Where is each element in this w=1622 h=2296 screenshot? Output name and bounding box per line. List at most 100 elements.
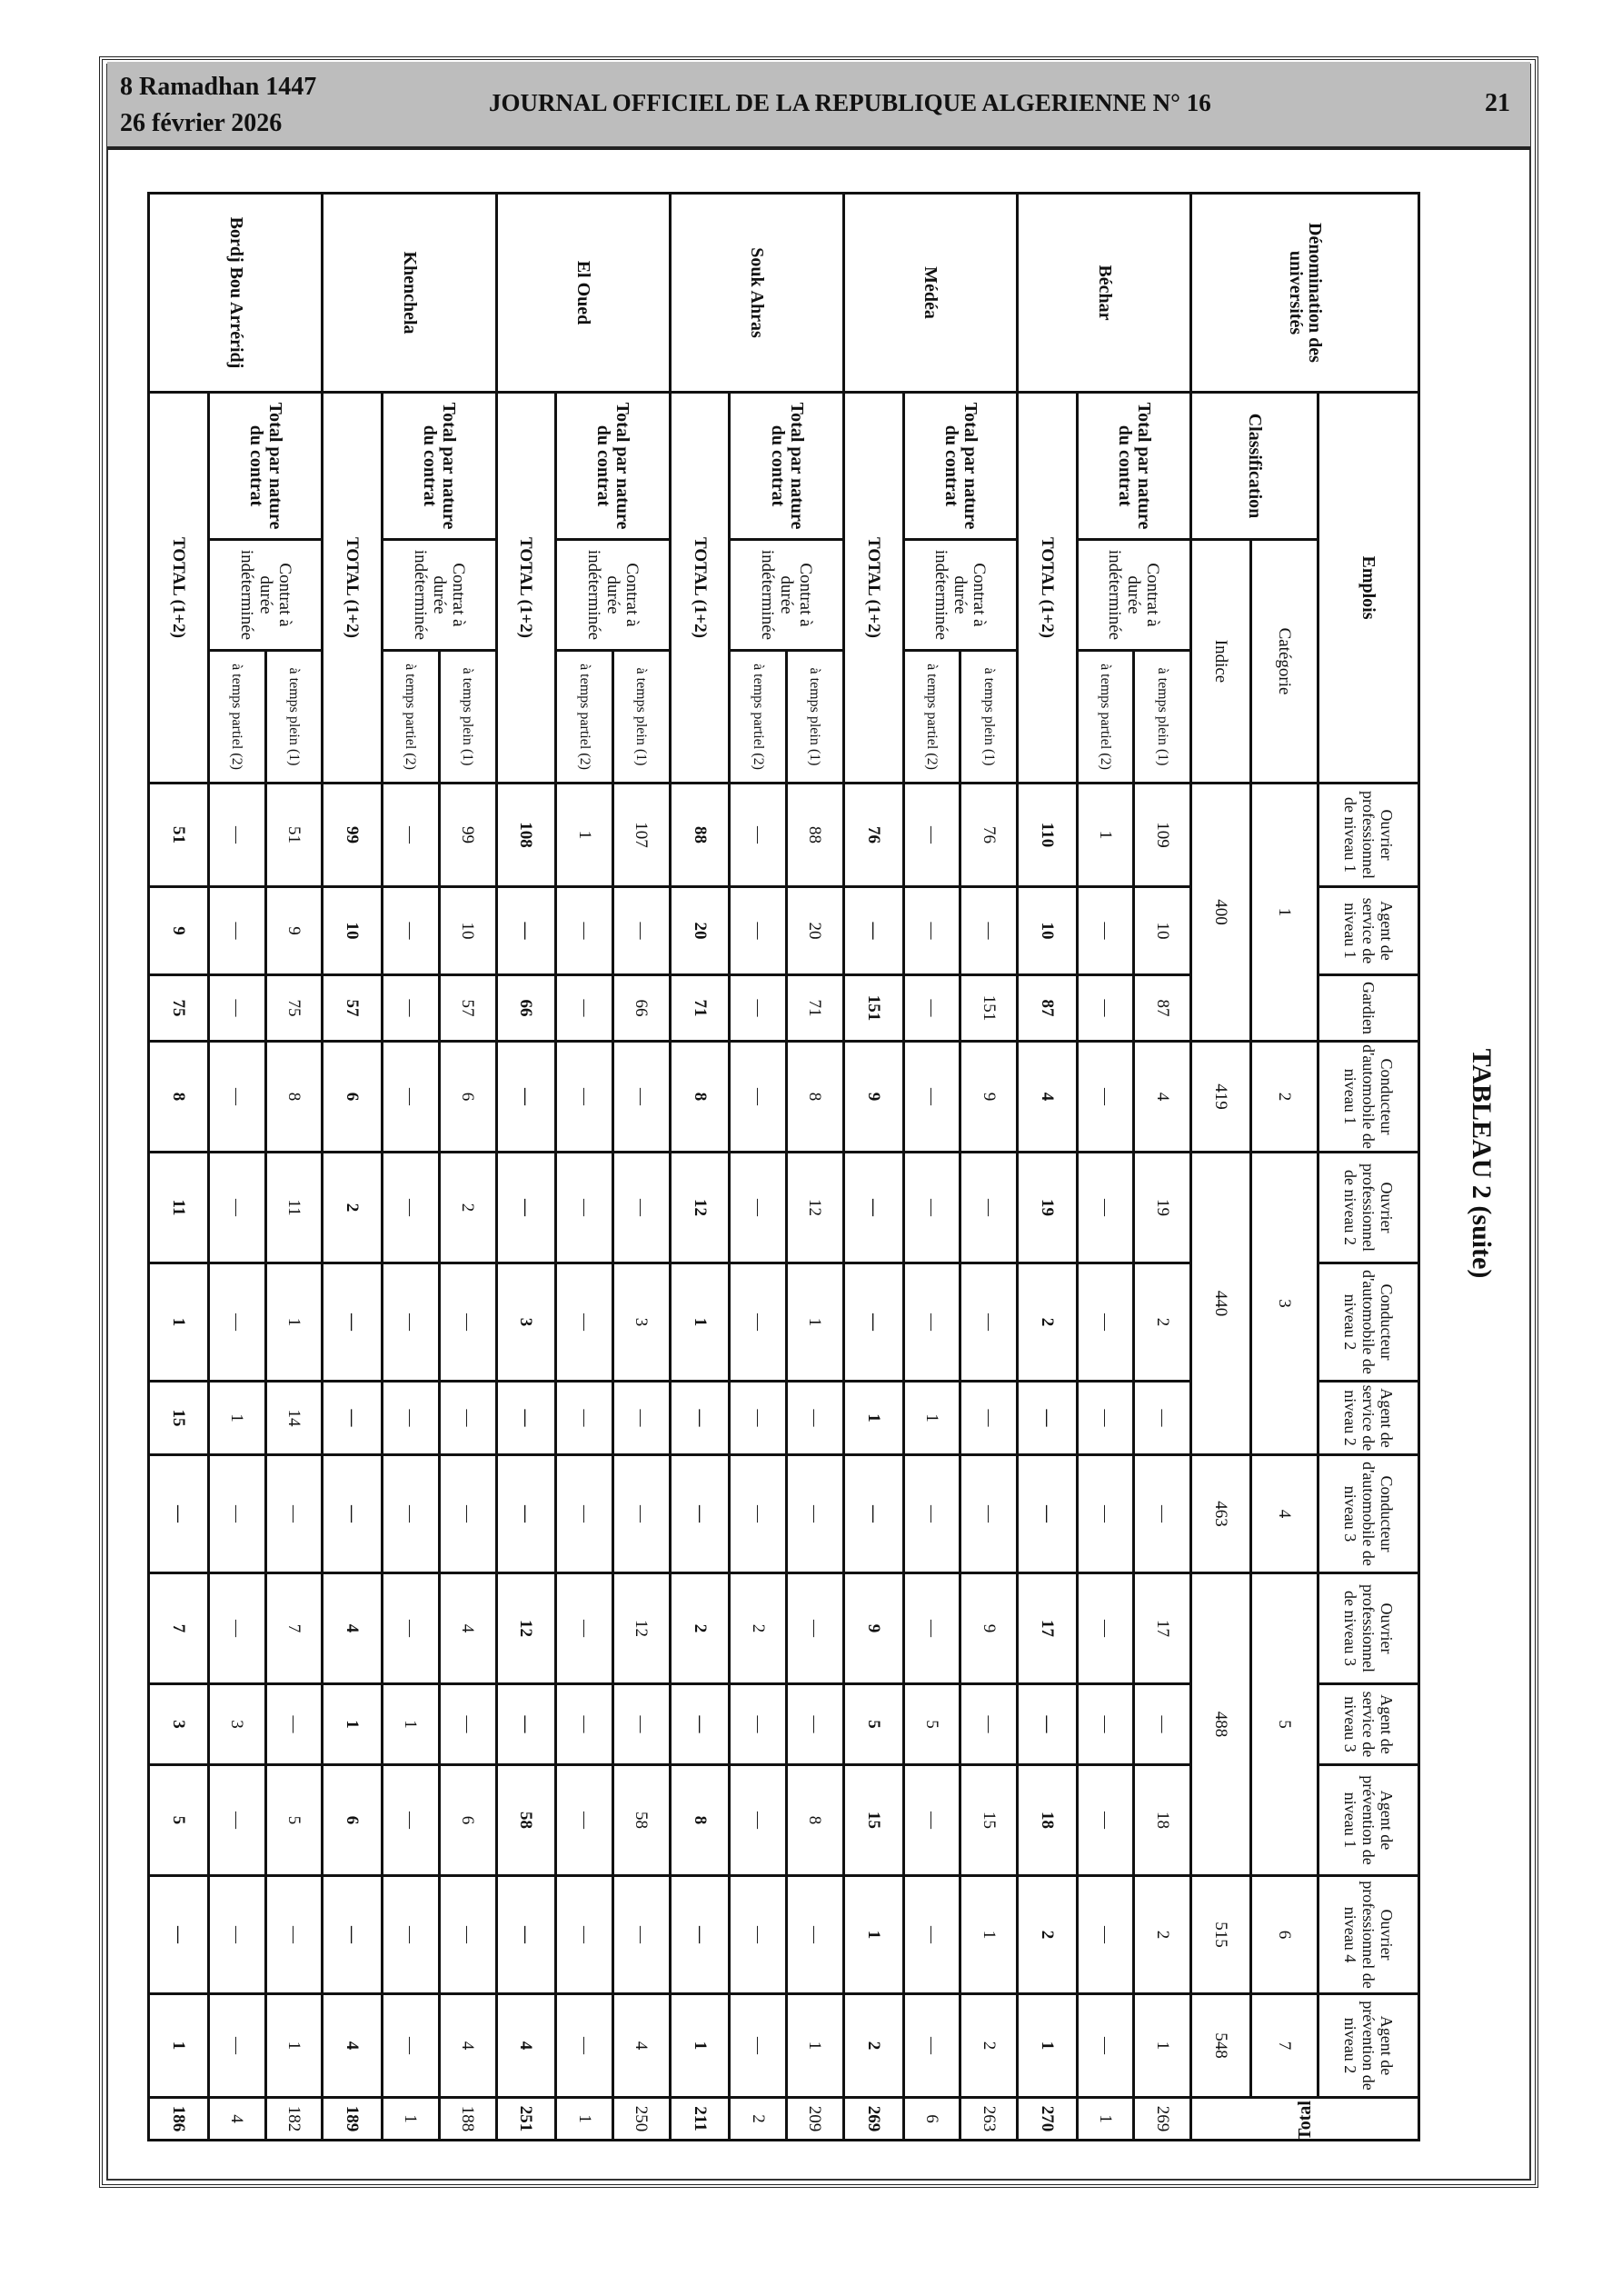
classification-header: Classification [1190, 392, 1318, 540]
cell-value: — [1077, 1263, 1134, 1382]
cell-value: — [208, 1572, 266, 1684]
cell-value: 88 [670, 783, 730, 887]
total-row: TOTAL (1+2) 110 10 87 4 19 2— —17—18 2 1 270 [1017, 194, 1078, 2141]
cell-value: — [382, 1875, 440, 1994]
cell-value: 9 [960, 1572, 1018, 1684]
cell-value: 1 [1133, 1993, 1191, 2098]
cell-value: — [903, 1572, 960, 1684]
cell-value: 71 [786, 974, 844, 1042]
cell-value: 19 [1133, 1152, 1191, 1263]
cell-value: 1 [670, 1993, 730, 2098]
cell-value: 1 [208, 1381, 266, 1455]
cell-value: 6 [439, 1764, 497, 1876]
total-row-label: TOTAL (1+2) [322, 392, 383, 784]
cell-value: 1 [1017, 1993, 1078, 2098]
cell-value: — [903, 1764, 960, 1876]
cell-value: — [670, 1683, 730, 1765]
cell-value: — [612, 1152, 671, 1263]
job-header: Agent de service de niveau 3 [1318, 1683, 1419, 1765]
cell-value: 71 [670, 974, 730, 1042]
cell-value: — [322, 1263, 383, 1382]
table-row: El Oued Total par nature du contrat Contra… [496, 193, 671, 2141]
cell-value: 57 [322, 974, 383, 1042]
cell-value: — [786, 1572, 844, 1684]
university-name: Médéa [843, 193, 1018, 393]
cell-value: — [1017, 1683, 1078, 1765]
cell-value: 1 [265, 1263, 323, 1382]
cell-value: 8 [786, 1764, 844, 1876]
contract-type-label: Contrat à durée indéterminée [729, 539, 844, 651]
cell-value: 209 [786, 2097, 844, 2141]
cell-value: — [1077, 1152, 1134, 1263]
cell-value: — [208, 1764, 266, 1876]
cell-value: — [903, 1041, 960, 1153]
cell-value: — [382, 1041, 440, 1153]
cell-value: 2 [1017, 1875, 1078, 1994]
total-row-label: TOTAL (1+2) [670, 392, 730, 784]
cell-value: — [960, 1454, 1018, 1573]
cell-value: 18 [1017, 1764, 1078, 1876]
cell-value: — [729, 1993, 787, 2098]
job-header: Ouvrier professionnel de niveau 1 [1318, 783, 1419, 887]
cell-value: 75 [148, 974, 209, 1042]
cell-value: — [496, 1683, 556, 1765]
journal-title: JOURNAL OFFICIEL DE LA REPUBLIQUE ALGERI… [489, 89, 1211, 116]
cell-value: — [382, 1764, 440, 1876]
total-nature-label: Total par nature du contrat [208, 392, 323, 540]
total-header-label: Total [1294, 2101, 1315, 2141]
cell-value: 8 [265, 1041, 323, 1153]
header-dates: 8 Ramadhan 1447 26 février 2026 [120, 69, 316, 142]
cell-value: 4 [1133, 1041, 1191, 1153]
cell-value: — [382, 1572, 440, 1684]
cell-value: 5 [265, 1764, 323, 1876]
cell-value: — [612, 1041, 671, 1153]
emplois-header: Emplois [1318, 392, 1419, 784]
cell-value: 5 [843, 1683, 904, 1765]
cell-value: — [903, 1875, 960, 1994]
cell-value: — [382, 1152, 440, 1263]
cell-value: — [555, 1041, 613, 1153]
part-time-label: à temps partiel (2) [1077, 650, 1134, 784]
cell-value: 1 [382, 1683, 440, 1765]
cell-value: — [148, 1875, 209, 1994]
cell-value: 58 [612, 1764, 671, 1876]
categorie-value: 1 [1250, 783, 1318, 1042]
cell-value: 269 [843, 2097, 904, 2141]
cell-value: 1 [555, 2097, 613, 2141]
categorie-value: 5 [1250, 1572, 1318, 1876]
cell-value: — [1077, 1041, 1134, 1153]
cell-value: 1 [843, 1381, 904, 1455]
job-header: Agent de prévention de niveau 2 [1318, 1993, 1419, 2098]
cell-value: 6 [322, 1764, 383, 1876]
full-time-label: à temps plein (1) [439, 650, 497, 784]
categorie-label: Catégorie [1250, 539, 1318, 784]
cell-value: 18 [1133, 1764, 1191, 1876]
gregorian-date: 26 février 2026 [120, 109, 283, 137]
cell-value: 66 [496, 974, 556, 1042]
cell-value: 182 [265, 2097, 323, 2141]
cell-value: — [612, 1454, 671, 1573]
cell-value: 4 [612, 1993, 671, 2098]
cell-value: — [382, 886, 440, 975]
cell-value: — [496, 1875, 556, 1994]
cell-value: 1 [148, 1993, 209, 2098]
indice-value: 419 [1190, 1041, 1251, 1153]
cell-value: 76 [960, 783, 1018, 887]
cell-value: 11 [265, 1152, 323, 1263]
cell-value: 8 [148, 1041, 209, 1153]
cell-value: — [670, 1381, 730, 1455]
cell-value: 110 [1017, 783, 1078, 887]
cell-value: 88 [786, 783, 844, 887]
categorie-value: 2 [1250, 1041, 1318, 1153]
total-row-label: TOTAL (1+2) [496, 392, 556, 784]
university-name: El Oued [496, 193, 671, 393]
cell-value: — [439, 1454, 497, 1573]
cell-value: 2 [322, 1152, 383, 1263]
cell-value: — [555, 1993, 613, 2098]
cell-value: — [612, 1381, 671, 1455]
total-row: TOTAL (1+2) 88 20 71 8 12 1— —2—8—1 211 [670, 194, 730, 2141]
part-time-label: à temps partiel (2) [729, 650, 787, 784]
cell-value: — [555, 1572, 613, 1684]
cell-value: 12 [786, 1152, 844, 1263]
cell-value: 4 [1017, 1041, 1078, 1153]
